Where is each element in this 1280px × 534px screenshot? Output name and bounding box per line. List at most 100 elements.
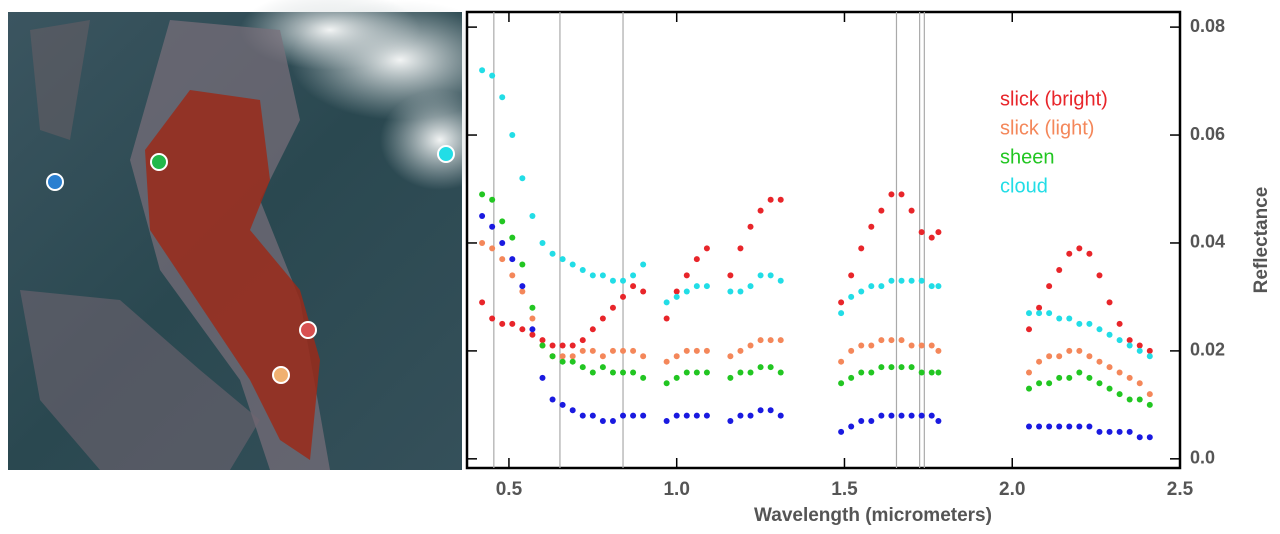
data-point xyxy=(1036,358,1043,365)
data-point xyxy=(848,293,855,300)
legend-entry: slick (bright) xyxy=(1000,88,1108,110)
data-point xyxy=(673,288,680,295)
data-point xyxy=(519,283,526,290)
data-point xyxy=(1046,423,1053,430)
data-point xyxy=(630,412,637,419)
data-point xyxy=(858,418,865,425)
data-point xyxy=(559,342,566,349)
data-point xyxy=(767,196,774,203)
data-point xyxy=(928,234,935,241)
data-point xyxy=(640,412,647,419)
data-point xyxy=(1136,396,1143,403)
data-point xyxy=(1146,347,1153,354)
data-point xyxy=(519,261,526,268)
data-point xyxy=(898,337,905,344)
data-point xyxy=(599,353,606,360)
data-point xyxy=(1096,272,1103,279)
data-point xyxy=(838,310,845,317)
data-point xyxy=(1146,353,1153,360)
data-point xyxy=(757,337,764,344)
data-point xyxy=(757,364,764,371)
data-point xyxy=(1026,310,1033,317)
data-point xyxy=(928,369,935,376)
data-point xyxy=(1116,337,1123,344)
data-point xyxy=(1026,385,1033,392)
data-point xyxy=(747,369,754,376)
data-point xyxy=(479,299,486,306)
data-point xyxy=(1056,315,1063,322)
data-point xyxy=(1116,369,1123,376)
data-point xyxy=(589,272,596,279)
data-point xyxy=(1096,428,1103,435)
data-point xyxy=(579,337,586,344)
data-point xyxy=(928,412,935,419)
legend-entry: sheen xyxy=(1000,146,1055,168)
data-point xyxy=(727,374,734,381)
data-point xyxy=(620,347,627,354)
data-point xyxy=(693,347,700,354)
data-point xyxy=(609,277,616,284)
data-point xyxy=(509,272,516,279)
data-point xyxy=(479,191,486,198)
data-point xyxy=(908,277,915,284)
data-point xyxy=(888,337,895,344)
data-point xyxy=(529,331,536,338)
data-point xyxy=(599,364,606,371)
data-point xyxy=(878,364,885,371)
x-tick-label: 2.0 xyxy=(999,479,1025,500)
data-point xyxy=(1106,299,1113,306)
data-point xyxy=(609,347,616,354)
data-point xyxy=(663,315,670,322)
data-point xyxy=(898,364,905,371)
data-point xyxy=(878,207,885,214)
data-point xyxy=(1056,423,1063,430)
data-point xyxy=(1056,353,1063,360)
data-point xyxy=(683,347,690,354)
data-point xyxy=(519,288,526,295)
data-point xyxy=(599,418,606,425)
data-point xyxy=(1086,353,1093,360)
data-point xyxy=(838,358,845,365)
data-point xyxy=(499,218,506,225)
data-point xyxy=(1096,358,1103,365)
data-point xyxy=(1066,250,1073,257)
data-point xyxy=(489,196,496,203)
data-point xyxy=(499,239,506,246)
legend-entry: slick (light) xyxy=(1000,117,1094,139)
data-point xyxy=(1076,245,1083,252)
x-axis-label: Wavelength (micrometers) xyxy=(754,505,992,526)
data-point xyxy=(683,272,690,279)
data-point xyxy=(1056,266,1063,273)
data-point xyxy=(549,250,556,257)
data-point xyxy=(1146,434,1153,441)
data-point xyxy=(640,288,647,295)
data-point xyxy=(757,207,764,214)
data-point xyxy=(868,283,875,290)
data-point xyxy=(767,407,774,414)
data-point xyxy=(579,347,586,354)
data-point xyxy=(777,196,784,203)
data-point xyxy=(529,326,536,333)
data-point xyxy=(589,347,596,354)
data-point xyxy=(1126,374,1133,381)
data-point xyxy=(673,412,680,419)
y-tick-label: 0.04 xyxy=(1190,232,1225,252)
data-point xyxy=(489,223,496,230)
data-point xyxy=(1066,374,1073,381)
data-point xyxy=(703,245,710,252)
data-point xyxy=(908,412,915,419)
data-point xyxy=(1076,423,1083,430)
data-point xyxy=(848,347,855,354)
data-point xyxy=(539,337,546,344)
x-tick-label: 1.0 xyxy=(663,479,689,500)
data-point xyxy=(908,364,915,371)
data-point xyxy=(499,320,506,327)
data-point xyxy=(529,304,536,311)
data-point xyxy=(918,412,925,419)
data-point xyxy=(848,374,855,381)
data-point xyxy=(539,239,546,246)
data-point xyxy=(878,283,885,290)
data-point xyxy=(569,261,576,268)
data-point xyxy=(559,358,566,365)
